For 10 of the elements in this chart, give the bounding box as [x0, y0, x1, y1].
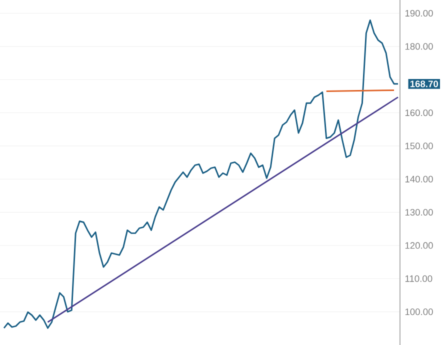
- y-tick-label: 160.00: [405, 109, 433, 116]
- y-tick-label: 150.00: [405, 142, 433, 150]
- y-tick-label: 180.00: [405, 43, 433, 50]
- y-tick-label: 140.00: [405, 176, 433, 182]
- text: 168.70: [410, 80, 438, 88]
- y-tick-label: 130.00: [405, 209, 433, 216]
- y-tick-label: 100.00: [405, 308, 433, 316]
- y-tick-label: 190.00: [405, 10, 433, 17]
- y-tick-label: 120.00: [405, 242, 433, 249]
- y-tick-label: 110.00: [405, 275, 432, 282]
